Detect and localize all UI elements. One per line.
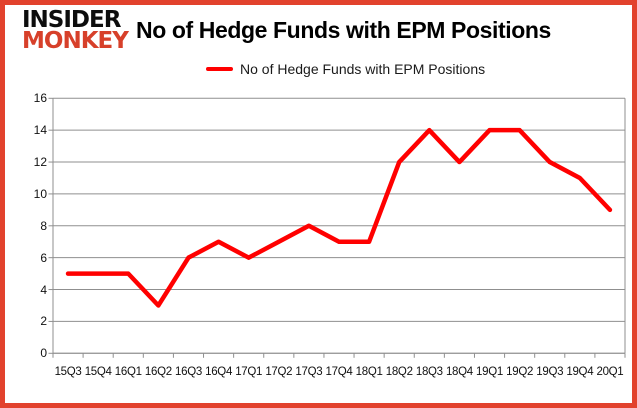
x-tick-label: 16Q1 — [114, 366, 142, 378]
legend-label: No of Hedge Funds with EPM Positions — [240, 61, 486, 77]
legend: No of Hedge Funds with EPM Positions — [206, 61, 485, 77]
x-tick-label: 18Q2 — [385, 366, 413, 378]
y-tick-label: 12 — [33, 155, 47, 170]
data-series-line — [65, 127, 613, 308]
logo-line-insider: INSIDER — [22, 7, 121, 33]
y-tick-label: 2 — [40, 314, 47, 329]
y-tick-label: 4 — [40, 282, 47, 297]
x-tick-label: 15Q4 — [84, 366, 112, 378]
x-tick-label: 17Q1 — [235, 366, 263, 378]
x-tick-label: 17Q3 — [295, 366, 323, 378]
y-tick-label: 10 — [33, 186, 47, 201]
x-tick-label: 16Q3 — [175, 366, 202, 378]
x-tick-label: 18Q3 — [415, 366, 443, 378]
line-chart: 0 2 4 6 8 10 12 14 16 15Q3 15Q4 16Q1 16Q2 16Q3 16Q4 17… — [5, 5, 632, 403]
legend-line-marker — [206, 67, 233, 71]
chart-title: No of Hedge Funds with EPM Positions — [136, 17, 551, 43]
y-tick-label: 8 — [40, 218, 47, 233]
x-tick-label: 15Q3 — [54, 366, 82, 378]
x-tick-label: 17Q4 — [325, 366, 353, 378]
x-tick-label: 20Q1 — [596, 366, 624, 378]
x-tick-label: 17Q2 — [265, 366, 293, 378]
x-tick-label: 16Q4 — [205, 366, 233, 378]
x-tick-label: 18Q1 — [355, 366, 383, 378]
logo-line-monkey: MONKEY — [22, 28, 129, 54]
plot-area — [48, 97, 626, 358]
y-tick-label: 16 — [33, 91, 47, 106]
insider-monkey-logo: INSIDER MONKEY — [22, 7, 129, 54]
y-tick-label: 0 — [40, 346, 47, 361]
y-tick-label: 14 — [33, 123, 47, 138]
x-tick-label: 16Q2 — [144, 366, 172, 378]
x-tick-label: 18Q4 — [445, 366, 473, 378]
x-tick-label: 19Q2 — [506, 366, 534, 378]
y-tick-label: 6 — [40, 250, 47, 265]
x-tick-label: 19Q4 — [566, 366, 594, 378]
x-tick-label: 19Q1 — [476, 366, 503, 378]
x-tick-label: 19Q3 — [536, 366, 564, 378]
